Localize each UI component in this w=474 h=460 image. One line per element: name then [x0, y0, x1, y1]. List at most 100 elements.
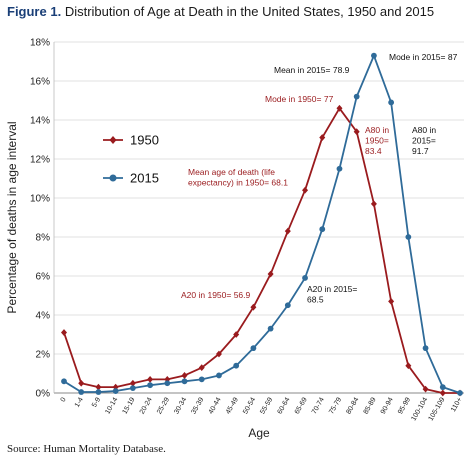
- data-point-1950: [370, 200, 377, 208]
- x-tick-label: 100-104: [410, 396, 429, 422]
- data-point-2015: [95, 389, 102, 395]
- annotation-line: 83.4: [365, 146, 382, 156]
- annotation-a20_1950: A20 in 1950= 56.9: [181, 290, 251, 300]
- data-point-1950: [147, 375, 154, 383]
- data-point-1950: [405, 362, 412, 370]
- y-tick-label: 8%: [36, 233, 51, 244]
- data-point-1950: [129, 379, 136, 387]
- data-point-1950: [336, 104, 343, 112]
- data-point-2015: [181, 378, 188, 385]
- annotation-mode2015: Mode in 2015= 87: [389, 52, 458, 62]
- data-point-1950: [319, 134, 326, 141]
- x-tick-label: 1-4: [74, 396, 85, 408]
- annotation-line: expectancy) in 1950= 68.1: [188, 178, 288, 188]
- data-point-1950: [95, 383, 102, 391]
- x-tick-label: 110+: [450, 397, 464, 414]
- y-tick-label: 10%: [30, 194, 50, 205]
- data-point-2015: [284, 302, 291, 309]
- annotation-line: A20 in 2015=: [307, 284, 357, 294]
- data-point-1950: [267, 270, 274, 278]
- x-tick-label: 55-59: [259, 396, 274, 415]
- annotation-line: Mean age of death (life: [188, 167, 275, 177]
- line-chart: 0% 2% 4% 6% 8% 10% 12% 14% 16% 18% 0 1-4 5-9 10-14 15…: [5, 38, 464, 440]
- legend: 1950 2015: [103, 133, 159, 186]
- annotation-mode1950: Mode in 1950= 77: [265, 94, 334, 104]
- legend-marker-1950: [109, 136, 117, 144]
- data-point-2015: [216, 372, 222, 379]
- y-tick-label: 16%: [30, 77, 50, 88]
- data-point-1950: [422, 385, 429, 393]
- x-tick-label: 20-24: [139, 396, 154, 415]
- data-point-2015: [129, 385, 136, 392]
- annotation-a80_2015: A80 in 2015= 91.7: [412, 125, 436, 156]
- annotation-line: A80 in: [412, 125, 436, 135]
- figure-title-text: Distribution of Age at Death in the Unit…: [64, 4, 435, 19]
- annotation-a20_2015: A20 in 2015= 68.5: [307, 284, 357, 305]
- y-tick-label: 12%: [30, 155, 50, 166]
- data-point-1950: [250, 303, 257, 311]
- x-tick-label: 90-94: [380, 396, 395, 415]
- annotations: Mean in 2015= 78.9 Mode in 2015= 87 Mode i…: [181, 52, 458, 305]
- y-tick-label: 6%: [36, 272, 51, 283]
- data-point-2015: [371, 52, 377, 59]
- data-point-2015: [164, 380, 171, 387]
- y-axis-title: Percentage of deaths in age interval: [5, 121, 19, 313]
- x-tick-label: 30-34: [173, 396, 188, 415]
- legend-marker-2015: [109, 174, 117, 182]
- annotation-mean1950: Mean age of death (life expectancy) in 19…: [188, 167, 288, 188]
- x-tick-label: 25-29: [156, 396, 171, 415]
- series-lines: [63, 54, 461, 394]
- figure-number: Figure 1.: [7, 4, 62, 19]
- annotation-line: Mean in 2015= 78.9: [274, 65, 350, 75]
- data-point-2015: [405, 234, 412, 240]
- data-point-1950: [215, 350, 222, 358]
- data-point-2015: [250, 345, 257, 352]
- x-axis-title: Age: [248, 426, 270, 440]
- data-point-1950: [302, 186, 309, 194]
- data-point-2015: [319, 226, 326, 233]
- x-tick-label: 105-109: [428, 396, 447, 422]
- x-tick-label: 70-74: [311, 396, 326, 415]
- annotation-line: 91.7: [412, 146, 429, 156]
- x-tick-label: 40-44: [208, 396, 223, 415]
- annotation-line: Mode in 1950= 77: [265, 94, 334, 104]
- x-tick-label: 65-69: [294, 396, 309, 415]
- source-note: Source: Human Mortality Database.: [7, 443, 166, 455]
- x-tick-label: 35-39: [190, 396, 205, 415]
- grid-lines: [53, 41, 464, 394]
- data-point-2015: [388, 99, 395, 106]
- x-tick-label: 0: [60, 396, 68, 403]
- data-point-2015: [112, 388, 119, 394]
- y-tick-label: 2%: [36, 350, 51, 361]
- annotation-line: 2015=: [412, 136, 436, 146]
- series-line-2015: [63, 54, 461, 394]
- data-point-1950: [198, 364, 205, 372]
- series-line-1950: [63, 107, 460, 394]
- data-point-1950: [353, 128, 360, 136]
- x-tick-label: 5-9: [91, 396, 102, 408]
- x-tick-label: 10-14: [104, 396, 119, 415]
- data-point-1950: [284, 227, 291, 235]
- data-point-1950: [233, 331, 240, 338]
- figure-title: Figure 1. Distribution of Age at Death i…: [7, 4, 434, 19]
- data-point-2015: [233, 362, 240, 369]
- data-point-2015: [78, 389, 85, 395]
- x-tick-label: 60-64: [277, 396, 292, 415]
- x-tick-label: 45-49: [225, 396, 240, 415]
- x-tick-label: 85-89: [363, 396, 378, 415]
- x-tick-label: 50-54: [242, 396, 257, 415]
- x-tick-label: 15-19: [122, 396, 137, 415]
- y-tick-label: 14%: [30, 116, 50, 127]
- y-tick-label: 18%: [30, 38, 50, 49]
- y-tick-label: 0%: [36, 389, 51, 400]
- x-axis-ticks: 0 1-4 5-9 10-14 15-19 20-24 25-29 30-34 35-39 40-…: [60, 396, 464, 422]
- x-tick-label: 75-79: [328, 396, 343, 415]
- data-point-2015: [198, 376, 205, 383]
- annotation-line: 68.5: [307, 295, 324, 305]
- x-tick-label: 80-84: [345, 396, 360, 415]
- data-point-2015: [302, 275, 308, 281]
- data-point-2015: [336, 165, 343, 172]
- data-point-2015: [267, 325, 274, 332]
- y-axis-ticks: 0% 2% 4% 6% 8% 10% 12% 14% 16% 18%: [30, 38, 50, 400]
- annotation-a80_1950: A80 in 1950= 83.4: [365, 125, 389, 156]
